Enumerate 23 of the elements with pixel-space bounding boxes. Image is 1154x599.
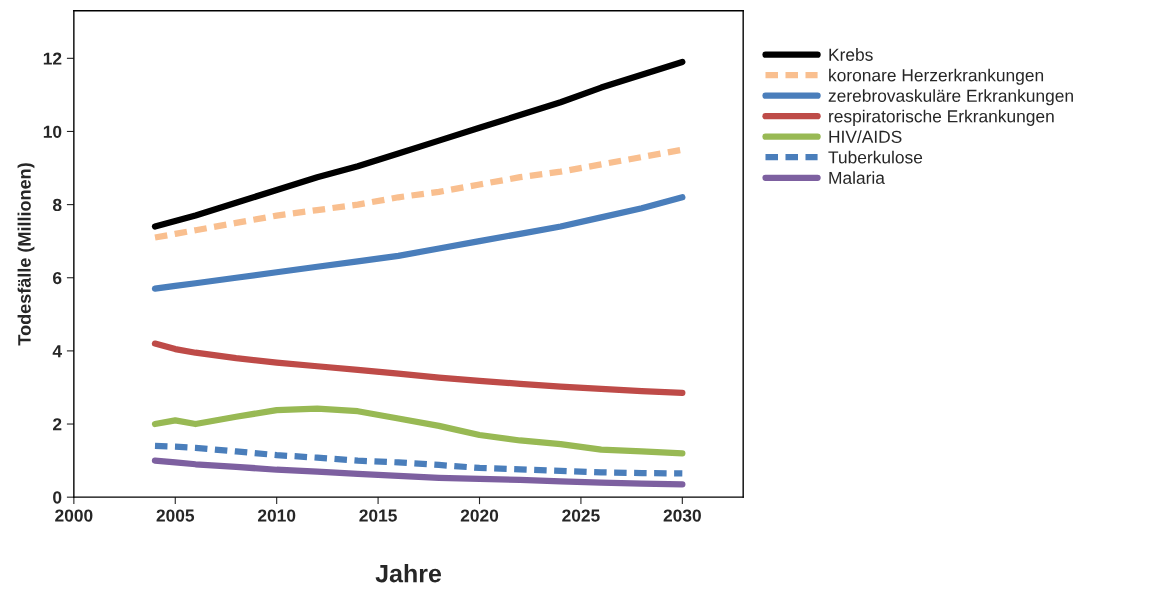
x-tick-label: 2020	[460, 509, 499, 522]
legend-label: koronare Herzerkrankungen	[829, 68, 1044, 85]
legend-label: respiratorische Erkrankungen	[829, 109, 1054, 126]
y-tick-label: 8	[52, 198, 62, 212]
y-tick-label: 6	[53, 271, 62, 285]
legend-label: Malaria	[829, 171, 885, 185]
x-axis-title: Jahre	[375, 564, 442, 583]
y-tick-label: 12	[43, 52, 62, 65]
y-tick-label: 2	[53, 418, 62, 431]
x-tick-label: 2010	[257, 509, 296, 522]
y-tick-label: 0	[53, 491, 62, 504]
y-axis-title: Todesfälle (Millionen)	[17, 163, 35, 346]
x-tick-label: 2005	[156, 509, 195, 522]
x-tick-label: 2015	[359, 509, 397, 522]
x-tick-label: 2030	[663, 509, 701, 522]
legend-label: Tuberkulose	[828, 150, 923, 164]
x-tick-label: 2025	[562, 509, 600, 522]
y-tick-label: 4	[52, 345, 62, 358]
y-tick-label: 10	[43, 125, 62, 138]
legend-label: HIV/AIDS	[829, 130, 902, 143]
legend-label: Krebs	[829, 48, 873, 61]
legend-label: zerebrovaskuläre Erkrankungen	[828, 89, 1073, 106]
x-tick-label: 2000	[55, 509, 93, 522]
